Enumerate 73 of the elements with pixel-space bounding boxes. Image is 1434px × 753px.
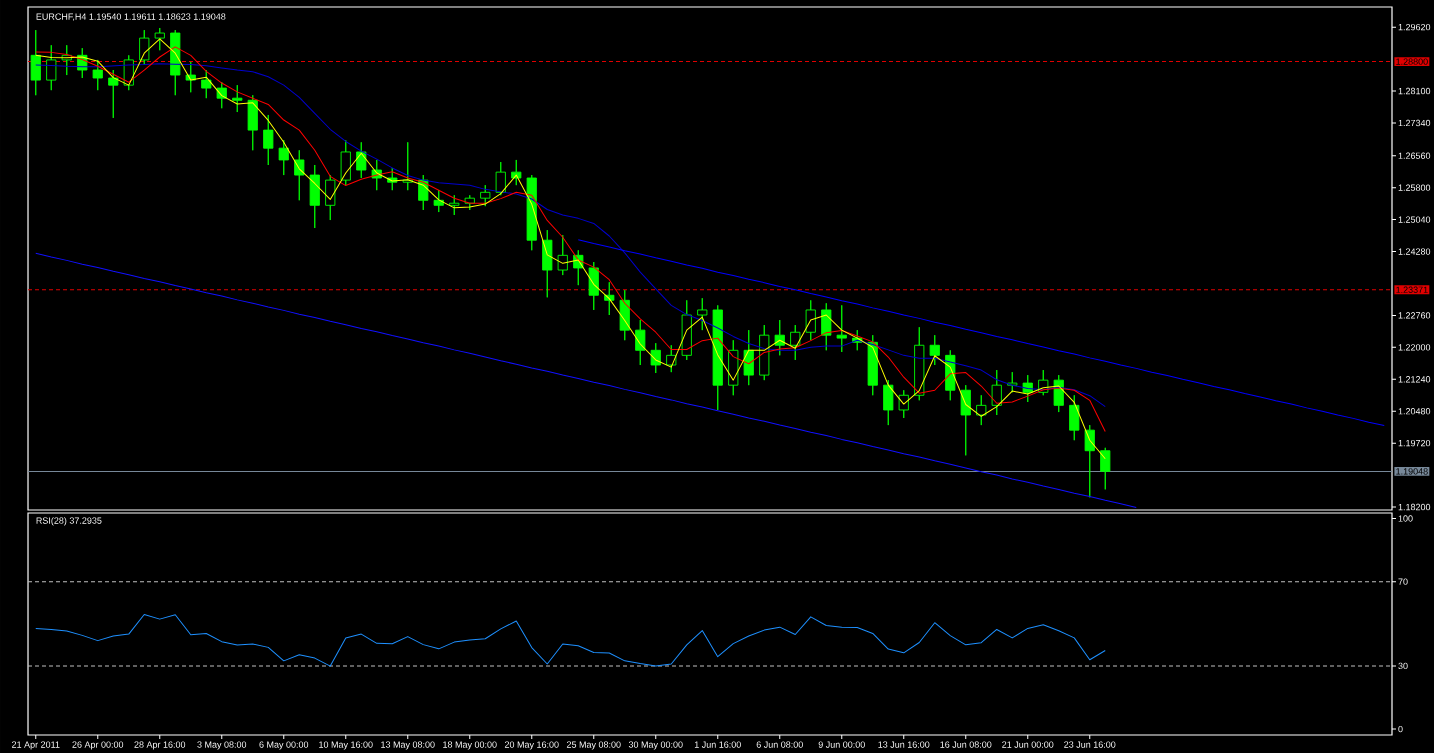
candlestick — [92, 59, 103, 91]
candlestick — [883, 379, 894, 426]
x-tick-label: 21 Jun 00:00 — [1002, 741, 1054, 748]
candlestick — [232, 84, 243, 113]
y-tick-label: 1.25800 — [1398, 184, 1431, 191]
x-tick-label: 6 May 00:00 — [259, 741, 309, 750]
x-tick-label: 28 Apr 16:00 — [134, 741, 186, 750]
x-tick-label: 13 Jun 16:00 — [878, 741, 930, 748]
candlestick — [790, 324, 801, 361]
y-tick-label: 1.20480 — [1398, 408, 1431, 415]
candlestick — [697, 297, 708, 331]
candlestick — [712, 304, 723, 411]
candlestick — [325, 174, 336, 221]
candlestick — [278, 139, 289, 176]
y-tick-label: 1.22000 — [1398, 344, 1431, 351]
x-tick-label: 23 Jun 16:00 — [1064, 741, 1116, 748]
x-tick-label: 18 May 00:00 — [443, 741, 497, 750]
candlestick — [495, 161, 506, 196]
y-tick-label: 70 — [1398, 578, 1408, 585]
line-series — [35, 614, 1106, 667]
candlestick — [976, 394, 987, 426]
candlestick — [449, 194, 460, 216]
x-tick-label: 6 Jun 08:00 — [756, 741, 803, 748]
x-tick-label: 13 May 08:00 — [381, 741, 435, 750]
line-series — [577, 239, 1385, 427]
ref-line-label: 1.19048 — [1396, 468, 1428, 475]
x-tick-label: 25 May 08:00 — [566, 741, 621, 750]
x-tick-label: 9 Jun 00:00 — [818, 741, 865, 748]
x-tick-label: 10 May 16:00 — [319, 741, 373, 750]
candlestick — [650, 342, 661, 374]
text: EURCHF,H4 1.19540 1.19611 1.18623 1.19048 — [36, 13, 226, 21]
candlestick — [247, 94, 258, 151]
line-series — [35, 252, 1137, 508]
x-tick-label: 1 Jun 16:00 — [694, 741, 741, 748]
y-tick-label: 1.27340 — [1398, 119, 1431, 127]
candlestick — [46, 44, 57, 91]
ref-line-label: 1.28800 — [1396, 58, 1428, 65]
candlestick — [154, 27, 165, 51]
candlestick — [480, 184, 491, 207]
candlestick — [108, 69, 119, 119]
candlestick — [340, 139, 351, 186]
candlestick — [1100, 447, 1111, 490]
y-tick-label: 1.25040 — [1398, 216, 1431, 223]
candlestick — [588, 261, 599, 311]
candlestick — [309, 164, 320, 229]
candlestick — [960, 384, 971, 456]
x-tick-label: 26 Apr 00:00 — [72, 741, 124, 750]
candlestick — [759, 324, 770, 381]
candlestick — [201, 69, 212, 99]
y-tick-label: 100 — [1398, 515, 1413, 522]
y-tick-label: 1.21240 — [1398, 376, 1431, 383]
y-tick-label: 1.26560 — [1398, 152, 1431, 159]
x-tick-label: 20 May 16:00 — [504, 741, 559, 750]
chart-title: RSI(28) 37.2935 — [36, 517, 102, 526]
y-tick-label: 1.19720 — [1398, 440, 1431, 447]
y-tick-label: 1.18200 — [1398, 503, 1431, 511]
candlestick — [263, 114, 274, 166]
y-tick-label: 30 — [1398, 662, 1408, 670]
candlestick — [929, 334, 940, 366]
x-tick-label: 30 May 00:00 — [628, 741, 683, 750]
candlestick — [30, 29, 41, 96]
y-tick-label: 1.29620 — [1398, 23, 1431, 31]
ref-line-label: 1.23371 — [1396, 286, 1428, 293]
candlestick — [1069, 394, 1080, 441]
y-tick-label: 0 — [1398, 725, 1403, 733]
x-tick-label: 3 May 08:00 — [197, 741, 247, 750]
y-tick-label: 1.22760 — [1398, 312, 1431, 319]
y-tick-label: 1.28100 — [1398, 87, 1431, 95]
candlestick — [805, 299, 816, 341]
y-tick-label: 1.24280 — [1398, 248, 1431, 255]
x-tick-label: 16 Jun 08:00 — [940, 741, 992, 748]
candlestick — [836, 304, 847, 353]
x-tick-label: 21 Apr 2011 — [12, 741, 60, 750]
